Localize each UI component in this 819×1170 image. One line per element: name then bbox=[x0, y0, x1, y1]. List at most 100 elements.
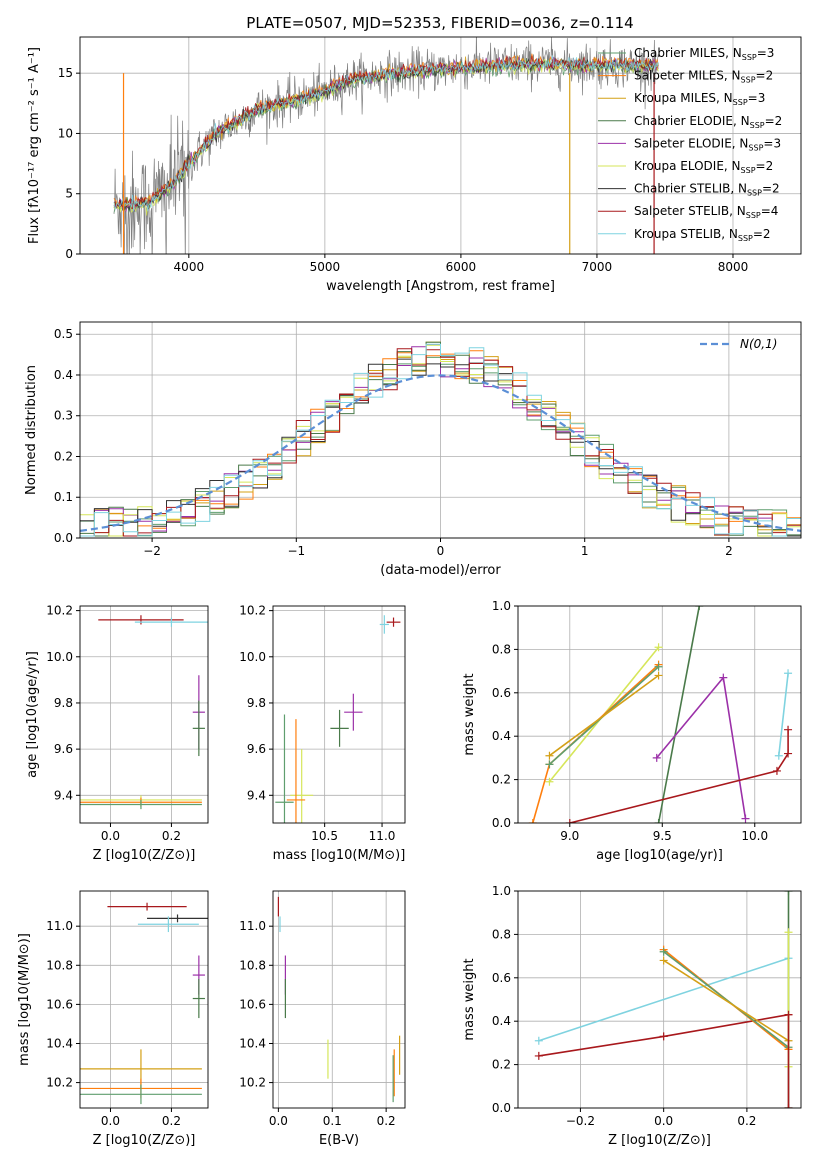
normal-curve bbox=[80, 374, 801, 532]
y-tick-label: 0.0 bbox=[54, 531, 73, 545]
x-tick-label: 10.0 bbox=[741, 829, 768, 843]
histogram-kroupa_stelib bbox=[80, 343, 801, 537]
x-tick-label: 0.2 bbox=[162, 829, 181, 843]
legend-label: Salpeter STELIB, NSSP=4 bbox=[634, 204, 778, 220]
legend-label: Chabrier STELIB, NSSP=2 bbox=[634, 182, 780, 198]
legend-subscript: SSP bbox=[746, 211, 761, 220]
x-tick-label: 1 bbox=[581, 544, 589, 558]
weight-marker bbox=[659, 956, 668, 965]
legend-label: Kroupa MILES, NSSP=3 bbox=[634, 91, 765, 107]
x-axis-label: Z [log10(Z/Z⊙)] bbox=[93, 1133, 196, 1148]
weight-marker bbox=[545, 760, 554, 769]
y-tick-label: 0.8 bbox=[492, 927, 511, 941]
weight-line-kroupa_stelib bbox=[778, 673, 789, 756]
error-point-chabrier_elodie bbox=[192, 700, 205, 757]
error-point-kroupa_stelib bbox=[137, 916, 199, 933]
x-tick-label: 9.0 bbox=[560, 829, 579, 843]
legend-suffix: =3 bbox=[757, 46, 775, 60]
weight-marker bbox=[695, 606, 704, 610]
y-tick-label: 10.4 bbox=[46, 1036, 73, 1050]
y-tick-label: 0.4 bbox=[492, 729, 511, 743]
legend-subscript: SSP bbox=[750, 121, 765, 130]
axes-frame bbox=[79, 36, 802, 255]
legend-subscript: SSP bbox=[741, 76, 756, 85]
weight-marker bbox=[784, 725, 793, 734]
y-tick-label: 10.8 bbox=[239, 958, 266, 972]
error-point-chabrier_miles bbox=[275, 714, 294, 823]
axes-mass_vs_Z: 0.0 0.2 10.2 10.4 10.6 10.8 11.0 Z [log10(Z/Z⊙)… bbox=[17, 890, 209, 1148]
weight-marker bbox=[784, 928, 793, 937]
y-tick-label: 0.1 bbox=[54, 490, 73, 504]
model-spectrum-kroupa_stelib bbox=[113, 55, 659, 212]
legend-subscript: SSP bbox=[748, 143, 763, 152]
error-point-chabrier_elodie bbox=[192, 978, 205, 1019]
y-tick-label: 0.2 bbox=[492, 1058, 511, 1072]
weight-marker bbox=[741, 814, 750, 823]
y-tick-label: 0.0 bbox=[492, 1101, 511, 1115]
plot-area-mass_weight_vs_age bbox=[528, 606, 793, 823]
y-tick-label: 15 bbox=[58, 66, 73, 80]
y-tick-label: 0.2 bbox=[492, 773, 511, 787]
legend-label: Chabrier MILES, NSSP=3 bbox=[634, 46, 774, 62]
plot-area-mass_vs_ebv bbox=[277, 896, 401, 1103]
y-tick-label: 0.2 bbox=[54, 449, 73, 463]
weight-marker bbox=[654, 671, 663, 680]
weight-marker bbox=[659, 947, 668, 956]
y-tick-label: 5 bbox=[65, 187, 73, 201]
x-axis-label: Z [log10(Z/Z⊙)] bbox=[608, 1133, 711, 1148]
weight-marker bbox=[784, 669, 793, 678]
weight-marker bbox=[545, 777, 554, 786]
legend-label: Chabrier ELODIE, NSSP=2 bbox=[634, 114, 782, 130]
y-tick-label: 9.8 bbox=[54, 696, 73, 710]
legend-suffix: =2 bbox=[756, 159, 774, 173]
y-tick-label: 10.6 bbox=[46, 997, 73, 1011]
error-point-kroupa_stelib bbox=[134, 617, 208, 627]
y-axis-label: mass weight bbox=[462, 958, 477, 1040]
y-axis-label: mass [log10(M/M⊙)] bbox=[17, 933, 32, 1066]
x-tick-label: 0.2 bbox=[737, 1114, 756, 1128]
error-point-chabrier_miles bbox=[80, 1084, 202, 1105]
y-tick-label: 10.2 bbox=[46, 604, 73, 618]
histogram-chabrier_stelib bbox=[80, 358, 801, 537]
weight-marker bbox=[774, 751, 783, 760]
error-point-chabrier_miles bbox=[80, 799, 202, 810]
weight-marker bbox=[528, 819, 537, 823]
y-tick-label: 10.2 bbox=[239, 1076, 266, 1090]
y-tick-label: 0 bbox=[65, 247, 73, 261]
error-point-salpeter_stelib bbox=[107, 902, 187, 911]
x-tick-label: 8000 bbox=[718, 260, 749, 274]
y-axis-label: Flux [fλ10⁻¹⁷ erg cm⁻² s⁻¹ A⁻¹] bbox=[27, 47, 42, 244]
legend-suffix: =2 bbox=[756, 69, 774, 83]
y-tick-label: 10.4 bbox=[239, 1036, 266, 1050]
y-tick-label: 0.6 bbox=[492, 971, 511, 985]
x-tick-label: 0.2 bbox=[377, 1114, 396, 1128]
error-point-salpeter_stelib bbox=[386, 617, 401, 627]
model-spectrum-chabrier_miles bbox=[113, 59, 659, 213]
x-tick-label: 0.0 bbox=[101, 1114, 120, 1128]
weight-marker bbox=[654, 643, 663, 652]
weight-marker bbox=[772, 766, 781, 775]
legend-suffix: =2 bbox=[762, 182, 780, 196]
plot-area-mass_weight_vs_Z bbox=[534, 891, 793, 1108]
x-axis-label: age [log10(age/yr)] bbox=[596, 848, 723, 863]
x-tick-label: −1 bbox=[287, 544, 305, 558]
legend-subscript: SSP bbox=[742, 53, 757, 62]
y-tick-label: 11.0 bbox=[239, 919, 266, 933]
x-tick-label: 0.0 bbox=[101, 829, 120, 843]
legend-label: Salpeter MILES, NSSP=2 bbox=[634, 69, 773, 85]
plot-area-mass_vs_Z bbox=[80, 902, 208, 1105]
x-tick-label: −2 bbox=[143, 544, 161, 558]
grid bbox=[518, 890, 801, 1109]
weight-marker bbox=[719, 673, 728, 682]
y-tick-label: 10.0 bbox=[239, 650, 266, 664]
error-point-chabrier_stelib bbox=[147, 914, 208, 923]
weight-marker bbox=[654, 662, 663, 671]
legend-subscript: SSP bbox=[738, 234, 753, 243]
y-tick-label: 10.8 bbox=[46, 958, 73, 972]
x-tick-label: 0.1 bbox=[323, 1114, 342, 1128]
y-tick-label: 9.6 bbox=[247, 742, 266, 756]
plot-area-age_vs_Z bbox=[80, 615, 208, 810]
plot-area-residuals bbox=[80, 341, 801, 537]
y-tick-label: 9.8 bbox=[247, 696, 266, 710]
error-point-kroupa_stelib bbox=[379, 615, 389, 634]
